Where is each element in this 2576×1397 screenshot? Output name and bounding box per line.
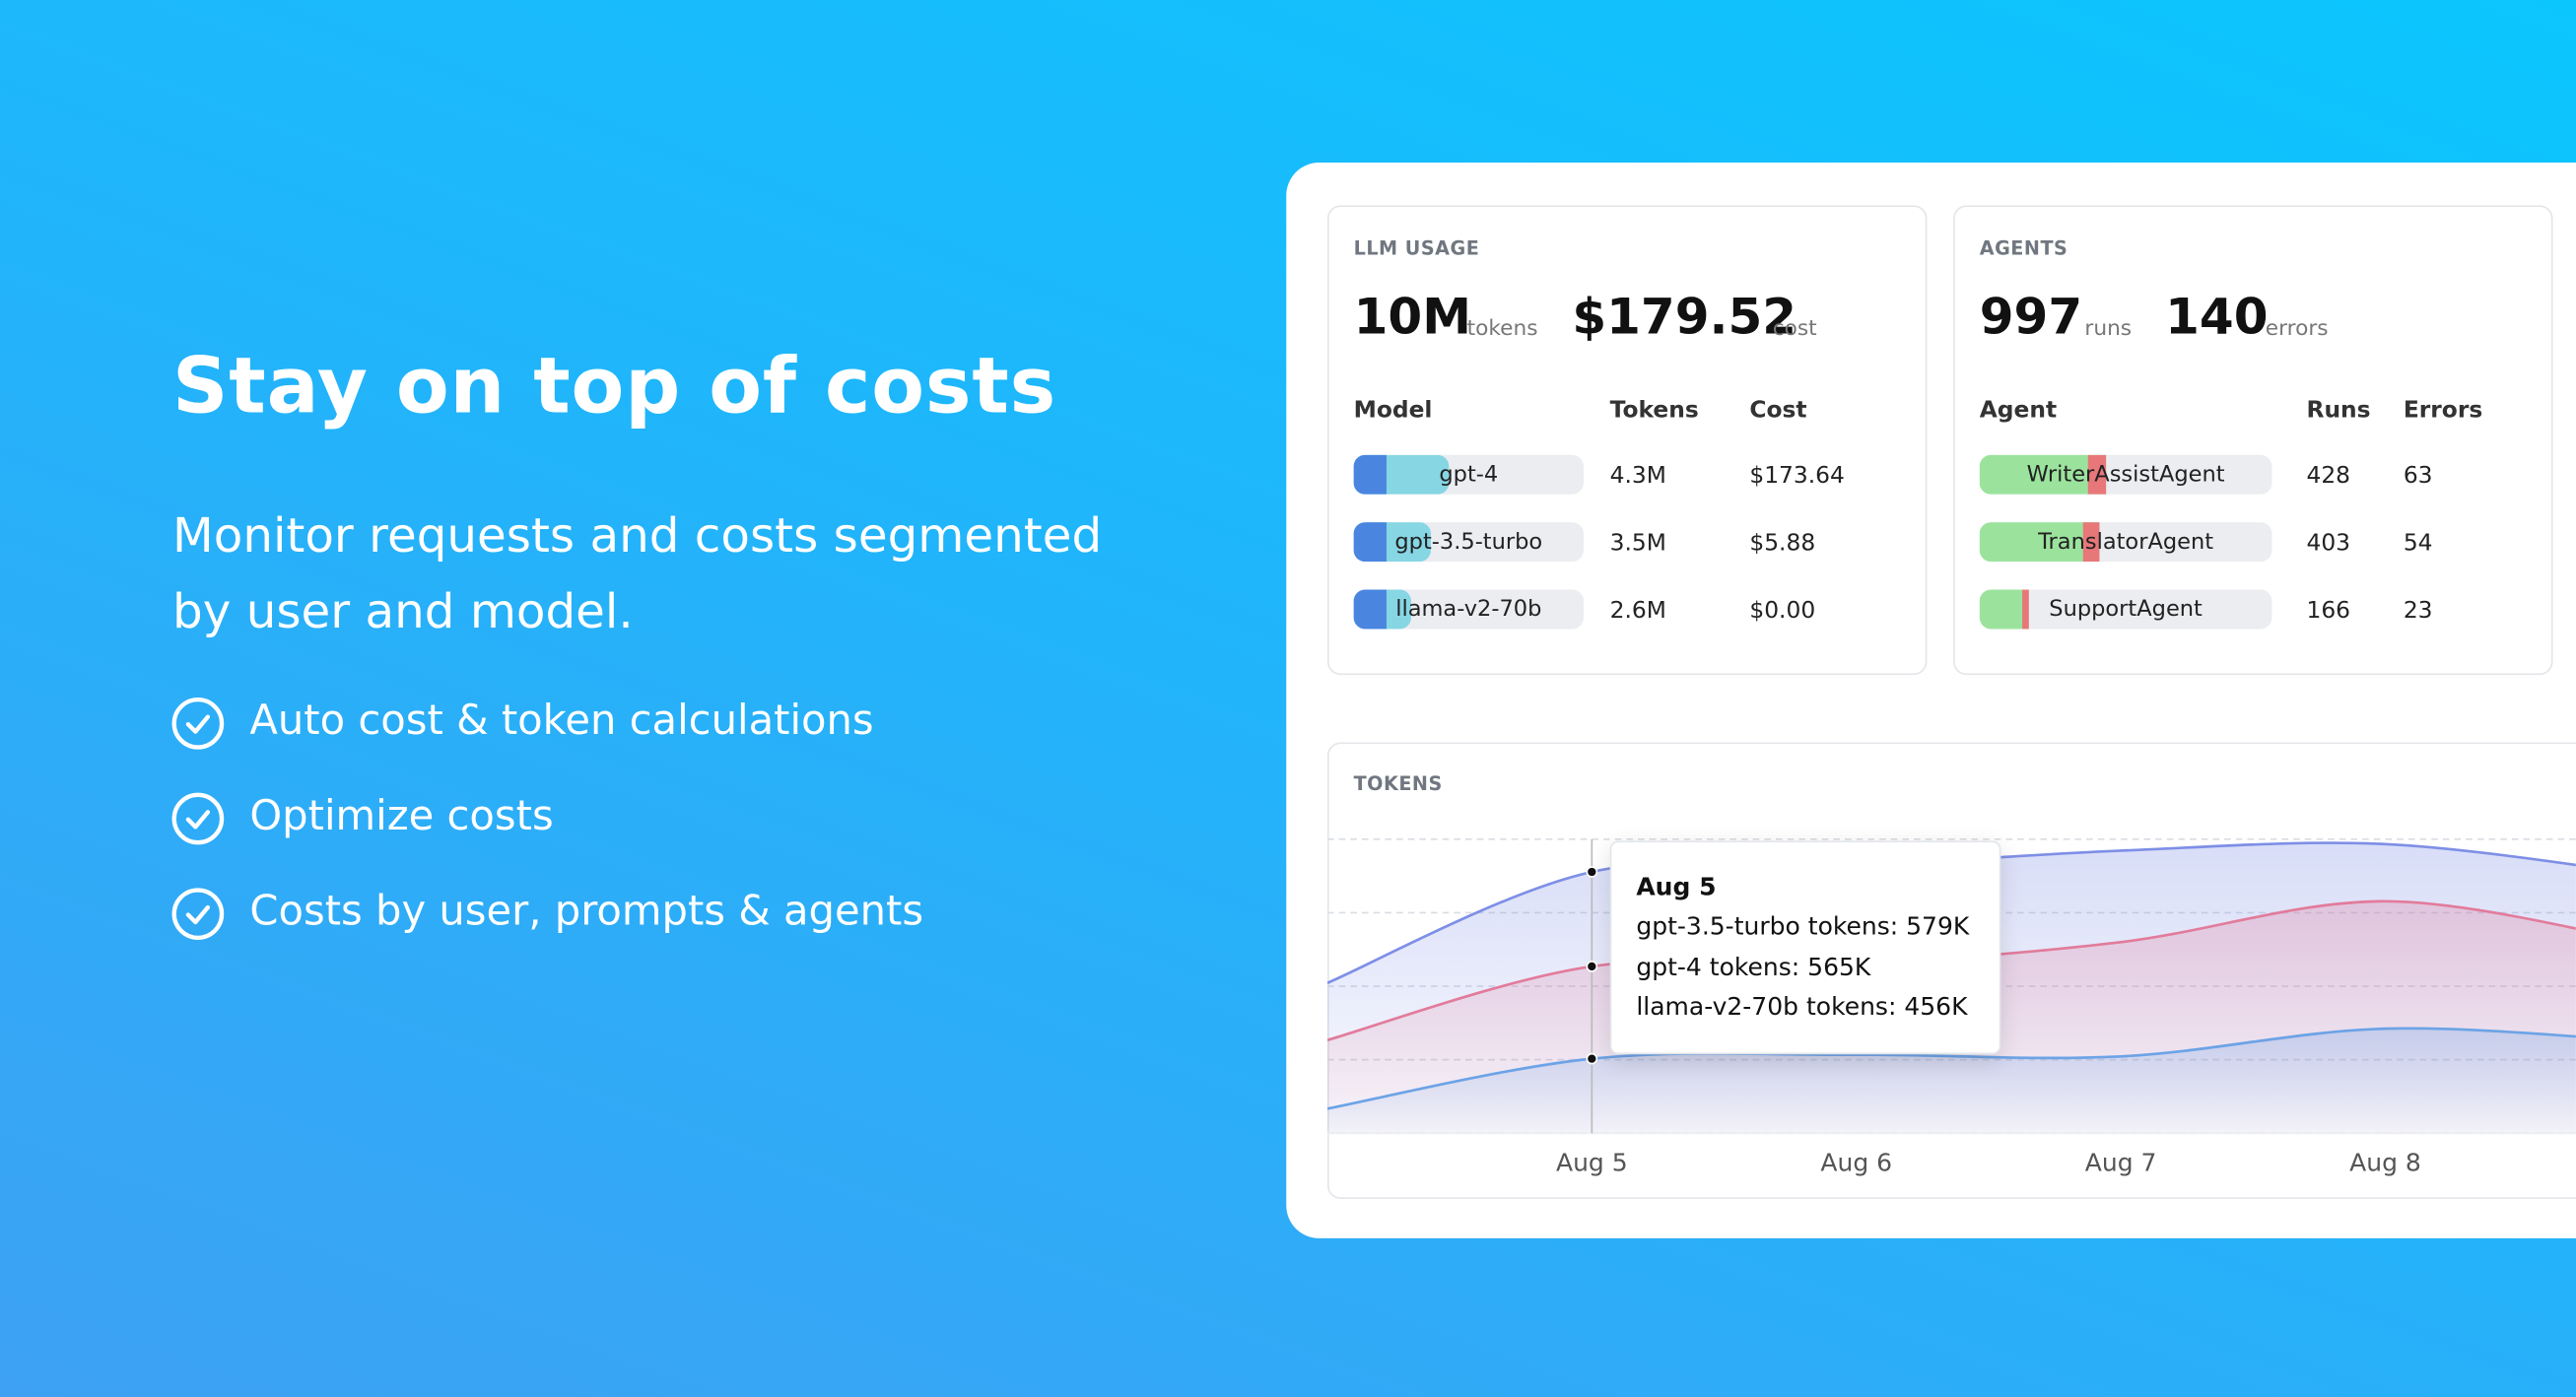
column-header: Cost bbox=[1749, 397, 1807, 425]
tooltip-row: gpt-3.5-turbo tokens: 579K bbox=[1636, 911, 1969, 941]
tooltip-row: llama-v2-70b tokens: 456K bbox=[1636, 992, 1967, 1022]
model-name: llama-v2-70b bbox=[1395, 596, 1542, 623]
bullet: Auto cost & token calculations bbox=[249, 696, 874, 745]
unit-label: errors bbox=[2265, 316, 2329, 342]
total-tokens: 10M bbox=[1353, 289, 1471, 347]
hero-title: Stay on top of costs bbox=[172, 341, 1057, 432]
total-errors: 140 bbox=[2165, 289, 2269, 347]
usage-bar-track: gpt-3.5-turbo bbox=[1353, 522, 1584, 563]
hover-dot bbox=[1586, 961, 1598, 972]
runs-bar bbox=[1979, 522, 2099, 563]
bar-accent bbox=[1353, 454, 1387, 495]
unit-label: runs bbox=[2084, 316, 2133, 342]
x-tick-label: Aug 6 bbox=[1820, 1149, 1892, 1177]
column-header: Runs bbox=[2306, 397, 2371, 425]
column-header: Errors bbox=[2403, 397, 2483, 425]
bar-accent bbox=[1353, 522, 1387, 563]
total-runs: 997 bbox=[1979, 289, 2083, 347]
unit-label: tokens bbox=[1466, 316, 1538, 342]
errors-bar bbox=[2021, 589, 2029, 630]
hover-dot bbox=[1586, 1052, 1598, 1065]
agent-name: WriterAssistAgent bbox=[2026, 461, 2225, 489]
model-name: gpt-4 bbox=[1439, 461, 1499, 489]
runs-value: 166 bbox=[2306, 597, 2351, 625]
token-count: 4.3M bbox=[1609, 463, 1666, 490]
series-name: llama-v2-70b bbox=[1636, 991, 1799, 1022]
column-header: Tokens bbox=[1609, 397, 1699, 425]
tooltip-text: tokens: bbox=[1807, 911, 1899, 942]
cost-value: $5.88 bbox=[1749, 530, 1816, 558]
tooltip-title: Aug 5 bbox=[1636, 872, 1717, 902]
value-label: 456K bbox=[1904, 991, 1968, 1022]
hover-dot bbox=[1586, 866, 1598, 878]
card-label: AGENTS bbox=[1979, 236, 2068, 260]
runs-value: 403 bbox=[2306, 530, 2351, 558]
agents-card: AGENTS 997 runs 140 errors Agent Runs Er… bbox=[1953, 205, 2553, 676]
check-icon bbox=[171, 697, 225, 750]
errors-bar bbox=[2087, 454, 2107, 495]
chart-tooltip: Aug 5 gpt-3.5-turbo tokens: 579K gpt-4 t… bbox=[1609, 840, 2001, 1055]
runs-value: 428 bbox=[2306, 463, 2351, 490]
check-icon bbox=[171, 888, 225, 941]
card-label: TOKENS bbox=[1353, 771, 1443, 795]
unit-label: cost bbox=[1772, 316, 1817, 342]
agent-name: TranslatorAgent bbox=[2038, 528, 2214, 556]
x-tick-label: Aug 5 bbox=[1556, 1149, 1628, 1177]
series-name: gpt-4 bbox=[1636, 952, 1702, 982]
value-label: 565K bbox=[1807, 952, 1871, 982]
llm-usage-card: LLM USAGE 10M tokens $179.52 cost Model … bbox=[1326, 205, 1928, 676]
value-label: 579K bbox=[1906, 911, 1970, 942]
agent-bar-track: WriterAssistAgent bbox=[1979, 454, 2272, 495]
runs-bar bbox=[1979, 589, 2029, 630]
column-header: Agent bbox=[1979, 397, 2058, 425]
check-icon bbox=[171, 792, 225, 845]
errors-value: 54 bbox=[2403, 530, 2433, 558]
agent-bar-track: TranslatorAgent bbox=[1979, 522, 2272, 563]
tooltip-row: gpt-4 tokens: 565K bbox=[1636, 952, 1870, 981]
bullet: Costs by user, prompts & agents bbox=[249, 887, 924, 935]
model-name: gpt-3.5-turbo bbox=[1394, 528, 1543, 556]
runs-bar bbox=[1979, 454, 2107, 495]
series-area bbox=[1326, 1028, 2576, 1134]
bullet: Optimize costs bbox=[249, 791, 554, 839]
usage-bar-track: llama-v2-70b bbox=[1353, 589, 1584, 630]
column-header: Model bbox=[1353, 397, 1433, 425]
x-tick-label: Aug 8 bbox=[2349, 1149, 2421, 1177]
errors-value: 63 bbox=[2403, 463, 2433, 490]
x-tick-label: Aug 7 bbox=[2085, 1149, 2157, 1177]
agent-name: SupportAgent bbox=[2049, 596, 2203, 623]
hero-subtitle: Monitor requests and costs segmented by … bbox=[172, 507, 1103, 639]
series-line bbox=[1326, 1027, 2576, 1110]
total-cost: $179.52 bbox=[1572, 289, 1797, 347]
series-name: gpt-3.5-turbo bbox=[1636, 911, 1800, 942]
card-label: LLM USAGE bbox=[1353, 236, 1480, 260]
errors-value: 23 bbox=[2403, 597, 2433, 625]
tooltip-text: tokens: bbox=[1709, 952, 1800, 982]
cost-value: $173.64 bbox=[1749, 463, 1845, 490]
usage-bar-track: gpt-4 bbox=[1353, 454, 1584, 495]
agent-bar-track: SupportAgent bbox=[1979, 589, 2272, 630]
token-count: 3.5M bbox=[1609, 530, 1666, 558]
tooltip-text: tokens: bbox=[1805, 991, 1897, 1022]
token-count: 2.6M bbox=[1609, 597, 1666, 625]
cost-value: $0.00 bbox=[1749, 597, 1816, 625]
errors-bar bbox=[2082, 522, 2099, 563]
bar-accent bbox=[1353, 589, 1387, 630]
